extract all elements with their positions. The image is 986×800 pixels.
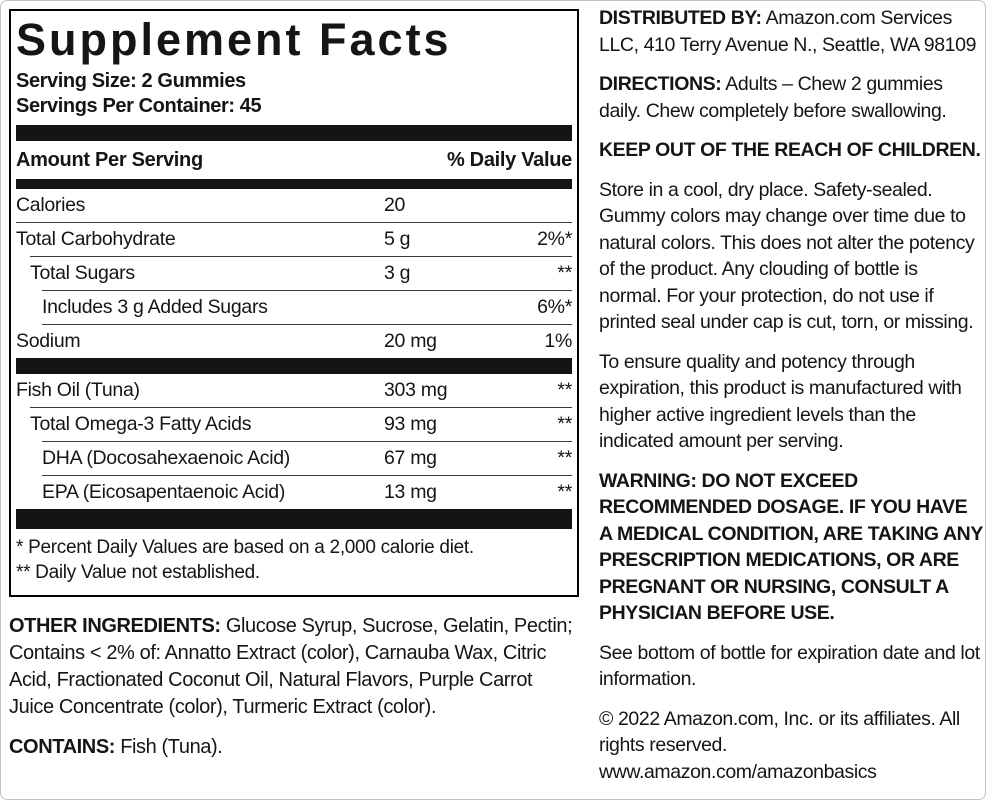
- keep-out-of-reach-warning: KEEP OUT OF THE REACH OF CHILDREN.: [599, 139, 981, 161]
- copyright-text: © 2022 Amazon.com, Inc. or its affiliate…: [599, 707, 960, 757]
- contains-paragraph: CONTAINS: Fish (Tuna).: [9, 734, 579, 761]
- nutrient-name: DHA (Docosahexaenoic Acid): [42, 447, 290, 469]
- other-ingredients-label: OTHER INGREDIENTS:: [9, 615, 221, 637]
- nutrient-name: EPA (Eicosapentaenoic Acid): [42, 481, 286, 503]
- nutrient-name: Total Sugars: [30, 262, 135, 284]
- row-divider: [30, 407, 572, 408]
- nutrient-amount: 20 mg: [384, 330, 437, 352]
- nutrient-name: Calories: [16, 194, 86, 216]
- distributed-by-paragraph: DISTRIBUTED BY: Amazon.com Services LLC,…: [599, 5, 983, 58]
- table-row-total-carbohydrate: Total Carbohydrate 5 g 2%*: [16, 223, 572, 256]
- nutrient-amount: 20: [384, 194, 406, 216]
- nutrient-daily-value: **: [557, 481, 572, 503]
- row-divider: [42, 324, 572, 325]
- supplement-facts-panel: Supplement Facts Serving Size: 2 Gummies…: [9, 9, 579, 597]
- website-url: www.amazon.com/amazonbasics: [599, 760, 877, 783]
- footnotes: * Percent Daily Values are based on a 2,…: [16, 529, 572, 585]
- divider-bar-section: [16, 358, 572, 374]
- row-divider: [42, 290, 572, 291]
- nutrient-daily-value: 6%*: [537, 296, 572, 318]
- copyright-block: © 2022 Amazon.com, Inc. or its affiliate…: [599, 706, 983, 786]
- nutrient-daily-value: **: [557, 379, 572, 401]
- right-column: DISTRIBUTED BY: Amazon.com Services LLC,…: [599, 5, 983, 785]
- other-ingredients-text: Glucose Syrup, Sucrose, Gelatin, Pectin;…: [9, 615, 573, 718]
- nutrient-amount: 3 g: [384, 262, 411, 284]
- nutrient-daily-value: 1%: [544, 330, 572, 352]
- directions-paragraph: DIRECTIONS: Adults – Chew 2 gummies dail…: [599, 71, 983, 124]
- nutrient-daily-value: **: [557, 413, 572, 435]
- daily-value-header: % Daily Value: [446, 149, 572, 171]
- footnote-daily-values: * Percent Daily Values are based on a 2,…: [16, 537, 474, 558]
- divider-bar-medium: [16, 179, 572, 189]
- directions-text: Adults – Chew 2 gummies daily. Chew comp…: [599, 73, 947, 122]
- nutrient-daily-value: 2%*: [537, 228, 572, 250]
- divider-bar-thick: [16, 125, 572, 141]
- table-row-fish-oil: Fish Oil (Tuna) 303 mg **: [16, 374, 572, 407]
- row-divider: [30, 256, 572, 257]
- left-column: Supplement Facts Serving Size: 2 Gummies…: [9, 9, 579, 761]
- nutrient-daily-value: **: [557, 262, 572, 284]
- nutrient-daily-value: **: [557, 447, 572, 469]
- storage-paragraph: Store in a cool, dry place. Safety-seale…: [599, 178, 975, 334]
- directions-label: DIRECTIONS:: [599, 73, 722, 95]
- nutrient-name: Fish Oil (Tuna): [16, 379, 140, 401]
- distributed-by-text: Amazon.com Services LLC, 410 Terry Avenu…: [599, 7, 977, 56]
- panel-title: Supplement Facts: [16, 14, 452, 65]
- table-row-calories: Calories 20: [16, 189, 572, 222]
- nutrient-amount: 13 mg: [384, 481, 437, 503]
- nutrient-amount: 5 g: [384, 228, 411, 250]
- nutrient-amount: 303 mg: [384, 379, 448, 401]
- amount-per-serving-header: Amount Per Serving: [16, 149, 203, 171]
- other-ingredients-paragraph: OTHER INGREDIENTS: Glucose Syrup, Sucros…: [9, 613, 579, 721]
- serving-size: Serving Size: 2 Gummies: [16, 70, 246, 92]
- table-row-total-sugars: Total Sugars 3 g **: [16, 257, 572, 290]
- table-row-dha: DHA (Docosahexaenoic Acid) 67 mg **: [16, 442, 572, 475]
- table-row-sodium: Sodium 20 mg 1%: [16, 325, 572, 358]
- servings-per-container: Servings Per Container: 45: [16, 95, 262, 117]
- row-divider: [42, 441, 572, 442]
- expiration-note: See bottom of bottle for expiration date…: [599, 641, 980, 691]
- distributed-by-label: DISTRIBUTED BY:: [599, 7, 762, 29]
- nutrient-name: Total Omega-3 Fatty Acids: [30, 413, 252, 435]
- nutrient-name: Total Carbohydrate: [16, 228, 176, 250]
- nutrient-amount: 67 mg: [384, 447, 437, 469]
- nutrient-name: Sodium: [16, 330, 81, 352]
- table-row-added-sugars: Includes 3 g Added Sugars 6%*: [16, 291, 572, 324]
- row-divider: [16, 222, 572, 223]
- table-header-row: Amount Per Serving % Daily Value: [16, 141, 572, 179]
- table-row-epa: EPA (Eicosapentaenoic Acid) 13 mg **: [16, 476, 572, 509]
- footnote-dv-not-established: ** Daily Value not established.: [16, 562, 260, 583]
- nutrient-name: Includes 3 g Added Sugars: [42, 296, 268, 318]
- quality-paragraph: To ensure quality and potency through ex…: [599, 350, 962, 453]
- warning-paragraph: WARNING: DO NOT EXCEED RECOMMENDED DOSAG…: [599, 469, 983, 625]
- table-row-omega3: Total Omega-3 Fatty Acids 93 mg **: [16, 408, 572, 441]
- divider-bar-bottom: [16, 509, 572, 529]
- nutrient-amount: 93 mg: [384, 413, 437, 435]
- contains-label: CONTAINS:: [9, 736, 116, 758]
- contains-text: Fish (Tuna).: [115, 736, 223, 758]
- row-divider: [42, 475, 572, 476]
